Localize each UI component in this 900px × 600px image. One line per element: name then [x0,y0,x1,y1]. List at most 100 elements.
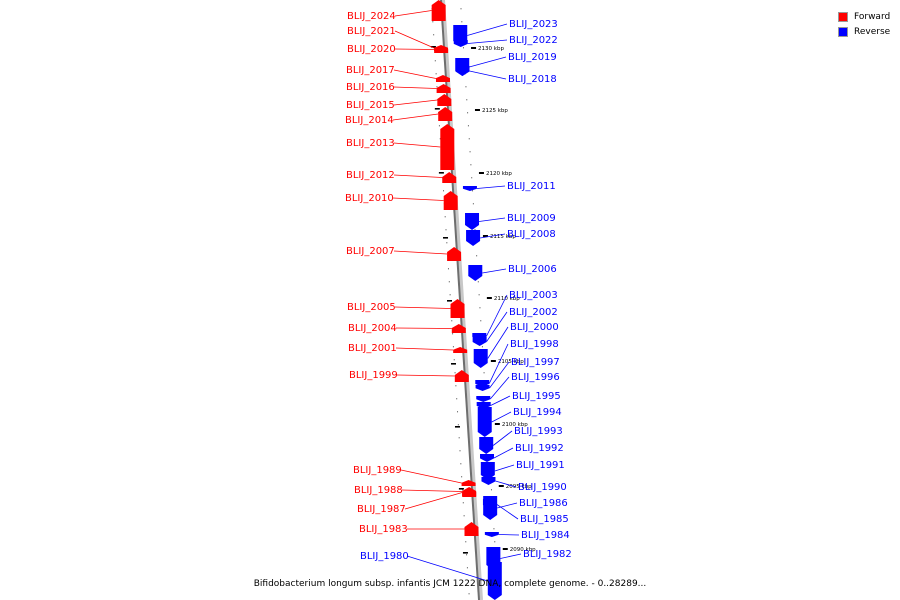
forward-gene [435,75,450,82]
forward-gene-leader [395,327,452,329]
forward-gene [442,172,457,183]
reverse-gene-leader [490,395,511,406]
minor-tick-left [457,411,459,413]
minor-tick-right [462,47,464,49]
minor-tick-right [471,177,473,179]
minor-tick-left [456,398,458,400]
forward-gene [451,324,466,333]
kbp-tick [490,360,496,362]
reverse-gene [455,66,470,76]
reverse-gene [480,462,495,480]
forward-gene [453,347,468,353]
reverse-gene-label: BLIJ_1996 [511,372,560,383]
minor-tick-right [460,8,462,10]
reverse-gene [481,477,496,485]
reverse-gene-label: BLIJ_1993 [514,426,563,437]
reverse-gene-leader [492,430,513,446]
forward-gene-label: BLIJ_2013 [346,138,395,149]
minor-tick-right [469,151,471,153]
reverse-gene-leader [495,480,517,488]
legend-reverse-label: Reverse [854,26,891,37]
forward-swatch [838,11,848,22]
minor-tick-right [468,138,470,140]
minor-tick-left [458,437,460,439]
reverse-gene-leader [497,502,518,509]
reverse-gene-label: BLIJ_1994 [513,407,562,418]
forward-gene-label: BLIJ_2021 [347,26,396,37]
reverse-gene-label: BLIJ_1980 [360,551,409,562]
reverse-gene-leader [482,268,507,274]
forward-gene-label: BLIJ_2007 [346,246,395,257]
reverse-gene [475,385,490,391]
minor-tick-left [462,502,464,504]
forward-gene-leader [393,69,437,79]
minor-tick-left [451,320,453,322]
minor-tick-left [453,359,455,361]
minor-tick-right [467,125,469,127]
left-dash-marker [462,552,468,554]
reverse-gene [482,499,497,510]
kbp-label: 2115 kbp [490,234,516,240]
forward-gene-leader [393,142,441,148]
minor-tick-right [480,320,482,322]
kbp-label: 2125 kbp [482,108,508,114]
forward-gene-label: BLIJ_1989 [353,465,402,476]
kbp-tick [482,235,488,237]
forward-gene-leader [393,99,438,106]
minor-tick-left [466,567,468,569]
legend-reverse: Reverse [838,24,890,39]
forward-gene-label: BLIJ_2014 [345,115,394,126]
minor-tick-right [466,99,468,101]
minor-tick-left [452,333,454,335]
forward-gene-label: BLIJ_1983 [359,524,408,535]
reverse-gene-leader [491,411,512,423]
reverse-gene-leader [469,70,507,80]
reverse-gene-leader [480,233,506,239]
minor-tick-right [467,112,469,114]
reverse-gene-leader [478,217,506,222]
forward-gene-leader [393,86,437,89]
left-dash-marker [430,46,436,48]
minor-tick-left [460,463,462,465]
minor-tick-right [470,164,472,166]
forward-gene [464,522,479,536]
minor-tick-left [457,424,459,426]
reverse-gene-leader [496,504,519,520]
reverse-gene [465,213,480,230]
reverse-gene-label: BLIJ_1998 [510,339,559,350]
forward-gene-leader [392,113,439,121]
reverse-gene-label: BLIJ_2002 [509,307,558,318]
minor-tick-right [472,203,474,205]
minor-tick-left [465,541,467,543]
left-dash-marker [447,300,452,302]
reverse-gene-leader [406,555,488,582]
left-dash-marker [450,363,456,365]
forward-gene-leader [401,489,463,492]
forward-gene-leader [394,48,435,50]
kbp-tick [474,109,480,111]
reverse-gene [472,337,487,346]
left-dash-marker [434,108,440,110]
minor-tick-left [466,554,468,556]
forward-gene-label: BLIJ_2010 [345,193,394,204]
minor-tick-right [483,372,485,374]
reverse-gene-leader [476,185,506,189]
reverse-gene-leader [498,534,520,536]
reverse-gene-leader [467,23,508,36]
forward-gene-label: BLIJ_2012 [346,170,395,181]
kbp-label: 2105 kbp [498,359,524,365]
reverse-gene-label: BLIJ_2009 [507,213,556,224]
minor-tick-right [476,255,478,257]
kbp-label: 2130 kbp [478,46,504,52]
forward-gene-leader [393,174,443,178]
minor-tick-left [468,593,470,595]
reverse-gene-label: BLIJ_1995 [512,391,561,402]
minor-tick-left [447,268,449,270]
reverse-gene-label: BLIJ_1992 [515,443,564,454]
reverse-gene-label: BLIJ_1997 [511,357,560,368]
forward-gene [443,191,458,210]
kbp-tick [471,47,477,49]
reverse-gene-leader [487,326,509,359]
minor-tick-right [481,346,483,348]
reverse-gene [468,265,483,281]
